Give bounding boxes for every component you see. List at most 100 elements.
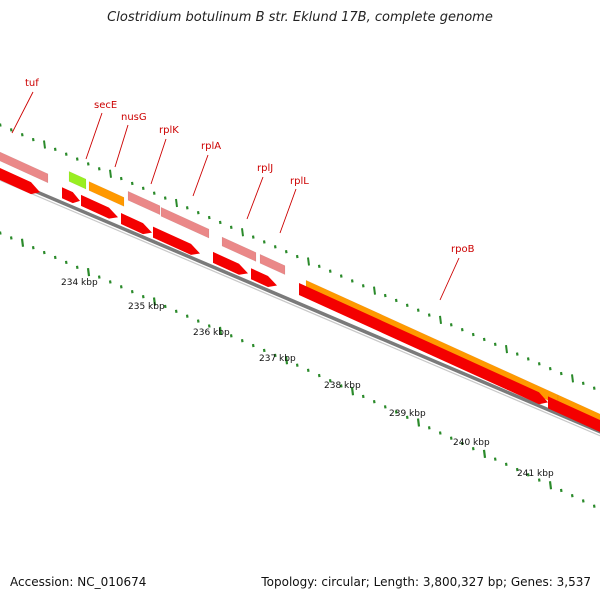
scale-label: 238 kbp [324,381,361,391]
outer-tick [97,167,101,171]
gene-label-nusG[interactable]: nusG [121,112,147,123]
inner-tick [97,275,101,279]
outer-tick [75,157,79,161]
outer-tick [218,220,222,225]
outer-tick [592,386,596,390]
inner-tick [174,309,178,314]
inner-tick [394,410,398,414]
outer-tick [482,337,486,342]
outer-tick [196,211,200,215]
accession-text: Accession: NC_010674 [10,575,147,589]
inner-tick [53,255,57,260]
outer-tick [163,196,167,200]
label-leader-line [150,138,167,185]
outer-tick [295,254,299,259]
scale-label: 237 kbp [259,354,296,364]
feature-pink-tuf [0,151,49,184]
feature-pink-rplA [160,206,210,239]
inner-tick [581,499,585,503]
label-leader-line [439,257,460,301]
inner-tick [262,348,266,353]
gene-label-rpoB[interactable]: rpoB [451,244,475,255]
backbone-shadow [0,179,600,437]
outer-tick [251,235,255,239]
inner-tick [482,449,487,459]
feature-track [0,151,600,432]
outer-tick [405,303,409,307]
label-leader-line [279,188,297,234]
inner-tick [75,265,79,269]
gene-label-rplL[interactable]: rplL [290,176,309,187]
outer-tick [515,352,519,356]
outer-tick [559,371,563,376]
outer-tick [31,137,35,142]
inner-tick [141,294,145,299]
outer-tick [526,357,530,361]
gene-label-rplK[interactable]: rplK [159,125,179,136]
outer-tick-track [0,123,596,390]
label-leader-line [192,154,209,197]
outer-tick [273,245,277,249]
outer-tick [284,250,288,254]
gene-label-rplA[interactable]: rplA [201,141,221,152]
feature-cds-nusG [81,194,118,219]
inner-tick [548,481,553,490]
outer-tick [416,308,420,312]
inner-tick [515,467,519,472]
feature-cds-rplK [121,213,152,235]
inner-tick [317,373,321,378]
inner-tick [20,238,25,247]
genome-summary-text: Topology: circular; Length: 3,800,327 bp… [261,575,591,589]
outer-tick [373,286,376,295]
inner-tick-track [0,231,596,508]
inner-tick [361,394,365,399]
outer-tick [175,198,178,208]
inner-tick [284,356,289,365]
inner-tick [108,280,112,284]
gene-label-tuf[interactable]: tuf [25,78,39,89]
scale-label: 239 kbp [389,409,426,419]
outer-tick [0,123,2,127]
inner-tick [64,260,68,265]
outer-tick [262,240,266,244]
feature-green-secE [68,171,87,190]
inner-tick [383,405,387,409]
feature-cds-rpoC [548,396,600,432]
gene-label-rplJ[interactable]: rplJ [257,163,273,174]
scale-label: 235 kbp [128,302,165,312]
outer-tick [449,323,453,327]
outer-tick [548,366,552,371]
outer-tick [361,284,365,288]
inner-tick [86,268,91,277]
inner-tick [460,441,464,446]
outer-tick [119,176,123,181]
scale-label: 236 kbp [193,328,230,338]
scale-label: 241 kbp [517,469,554,479]
scale-label-layer: 234 kbp 235 kbp 236 kbp 237 kbp 238 kbp … [61,278,554,479]
outer-tick [307,257,310,266]
outer-tick [43,140,46,149]
outer-tick [317,264,321,268]
feature-cds-rplA [153,226,200,255]
inner-tick [306,368,310,372]
outer-tick [152,191,156,195]
label-leader-line [85,112,103,160]
outer-tick [439,315,442,325]
inner-tick [196,319,200,323]
feature-pink-rplJ [221,236,257,262]
inner-tick [130,290,134,294]
feature-orange-nusG [88,181,125,207]
inner-tick [240,339,244,343]
outer-tick [571,374,574,383]
inner-tick [251,343,255,348]
inner-tick [42,250,46,255]
outer-tick [505,345,508,354]
inner-tick [218,326,223,336]
feature-cds-rplJ [213,251,248,275]
inner-tick [31,246,35,250]
gene-label-secE[interactable]: secE [94,100,117,111]
outer-tick [339,274,343,278]
feature-pink-rplL [259,253,286,276]
outer-tick [64,152,68,156]
